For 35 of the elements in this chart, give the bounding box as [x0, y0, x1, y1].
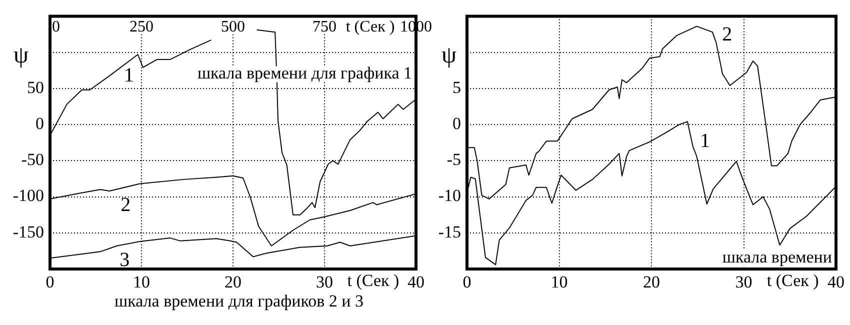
text: шкала времени для графиков 2 и 3 — [114, 291, 364, 310]
x-tick-label: 10 — [133, 272, 150, 292]
x-axis-title: t (Сек ) — [766, 270, 819, 290]
x2-tick-label: 750 — [312, 18, 336, 36]
y-tick-label: 5 — [452, 78, 461, 97]
x-tick-label: 40 — [828, 272, 844, 292]
x2-tick-label: 0 — [52, 18, 60, 36]
series-label: 1 — [700, 130, 710, 152]
y-tick-label: 50 — [27, 78, 44, 97]
x2-tick-label: 250 — [130, 18, 154, 36]
x2-axis-title: t (Сек ) — [346, 18, 395, 36]
y-tick-label: -5 — [446, 150, 461, 170]
y-tick-label: -100 — [12, 186, 44, 206]
y-tick-label: -150 — [12, 222, 44, 242]
x-axis-title: t (Сек ) — [347, 270, 400, 290]
x-tick-label: 30 — [735, 272, 752, 292]
x-tick-label: 30 — [316, 272, 333, 292]
y-tick-label: 0 — [452, 114, 461, 134]
x-tick-label: 20 — [643, 272, 660, 292]
y-axis-title: ψ — [13, 42, 29, 68]
x2-tick-label: 500 — [221, 18, 245, 36]
x-tick-label: 40 — [408, 272, 424, 292]
annotation: шкала времени для графика 1 — [197, 64, 412, 83]
series-label: 1 — [124, 64, 134, 87]
y-tick-label: 0 — [36, 114, 44, 134]
annotation: шкала времени — [722, 247, 832, 266]
y-axis-title: ψ — [442, 42, 457, 68]
y-tick-label: -10 — [438, 186, 461, 206]
x-tick-label: 10 — [550, 272, 568, 292]
series-label: 3 — [120, 248, 130, 271]
series-label: 2 — [722, 23, 732, 46]
y-tick-label: -15 — [438, 222, 461, 242]
series-label: 2 — [120, 194, 131, 216]
y-tick-label: -50 — [21, 150, 44, 170]
x-tick-label: 20 — [224, 272, 242, 292]
